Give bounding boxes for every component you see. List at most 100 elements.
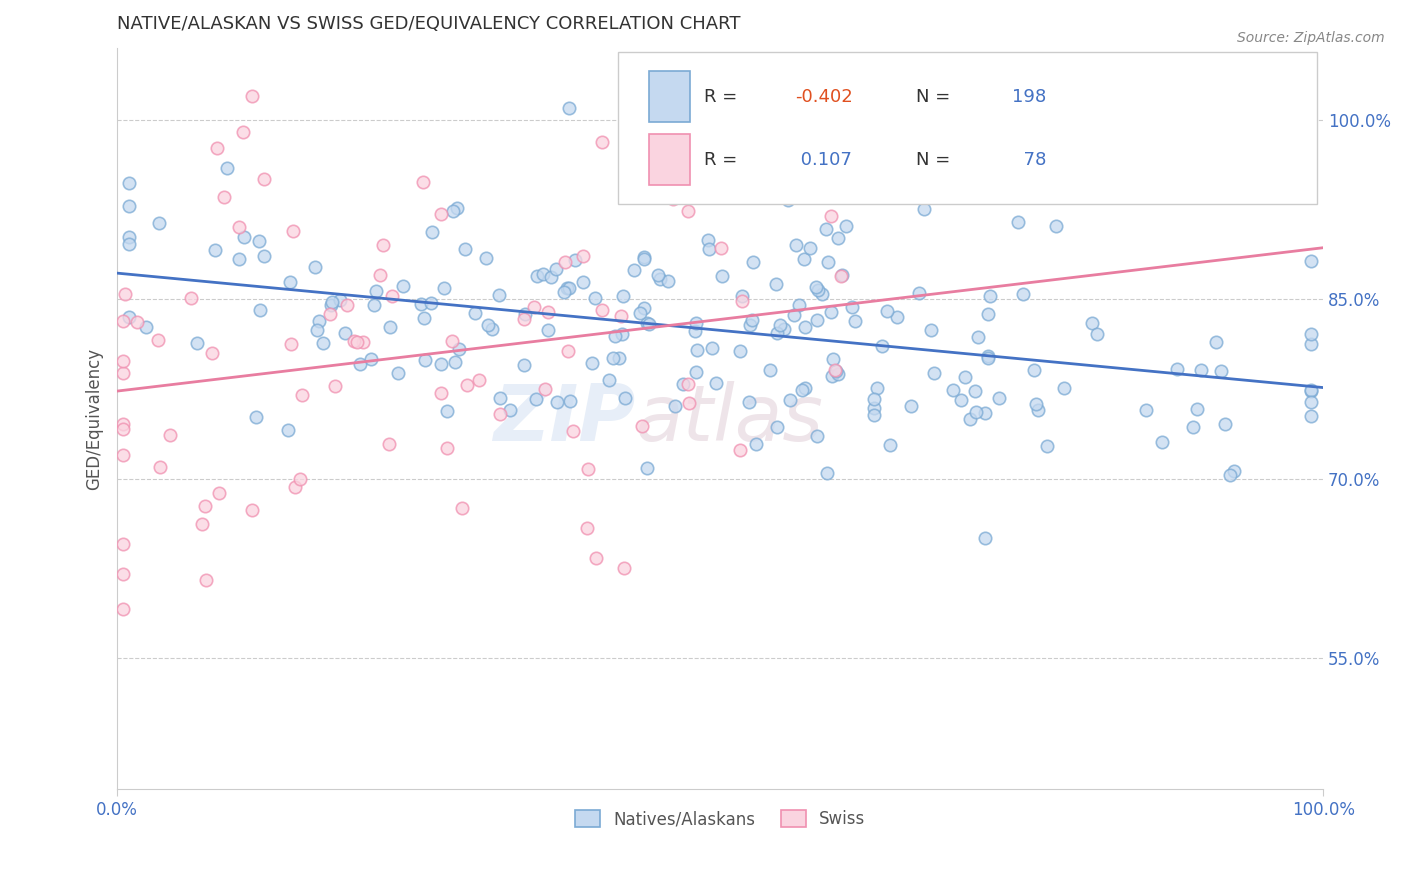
Point (475, 251, 498, 265)
Point (686, 343, 709, 357)
Point (787, 298, 810, 312)
Point (1223, 464, 1246, 478)
Point (806, 313, 828, 327)
Point (377, 437, 399, 451)
Point (793, 252, 815, 266)
Point (1026, 402, 1049, 417)
Point (974, 406, 997, 420)
Text: 78: 78 (1012, 151, 1046, 169)
Point (572, 275, 595, 289)
Point (612, 561, 634, 575)
Point (291, 388, 314, 402)
Point (1135, 402, 1157, 417)
Point (581, 355, 603, 369)
Point (572, 248, 595, 262)
Point (636, 461, 658, 475)
Point (526, 269, 548, 284)
Point (240, 89, 263, 103)
Point (118, 310, 141, 325)
Point (557, 101, 579, 115)
Point (806, 429, 828, 443)
Point (430, 357, 453, 371)
Point (125, 315, 148, 329)
Text: ZIP: ZIP (494, 381, 636, 457)
Point (977, 351, 1000, 366)
Point (1025, 397, 1047, 411)
Point (1205, 335, 1227, 350)
Point (841, 300, 863, 314)
Point (537, 304, 560, 318)
Point (1150, 434, 1173, 449)
Point (920, 323, 942, 337)
Point (741, 312, 763, 326)
Point (360, 352, 382, 367)
Point (773, 321, 796, 335)
Point (685, 316, 707, 330)
Point (1213, 417, 1236, 432)
Point (807, 284, 830, 298)
Point (371, 237, 394, 252)
Point (633, 252, 655, 267)
Point (676, 376, 699, 391)
Point (879, 438, 901, 452)
Point (368, 268, 391, 282)
Point (245, 409, 267, 424)
Point (321, 295, 343, 310)
Point (799, 241, 821, 255)
Point (738, 318, 761, 332)
Point (779, 393, 801, 408)
Point (778, 194, 800, 208)
Point (637, 318, 659, 332)
Point (118, 177, 141, 191)
Point (790, 383, 813, 397)
Point (118, 230, 141, 244)
Point (346, 334, 368, 349)
Point (488, 392, 510, 406)
Point (633, 251, 655, 265)
Point (1189, 363, 1212, 377)
Point (114, 287, 136, 301)
Point (304, 260, 326, 274)
Point (537, 323, 560, 337)
Point (440, 334, 463, 349)
Point (381, 289, 404, 303)
Point (186, 335, 208, 350)
Point (804, 280, 827, 294)
Point (409, 296, 432, 310)
Point (447, 342, 470, 356)
Point (866, 381, 889, 395)
Point (240, 503, 263, 517)
Point (204, 243, 226, 257)
Text: Source: ZipAtlas.com: Source: ZipAtlas.com (1237, 31, 1385, 45)
Point (825, 364, 848, 378)
Point (146, 334, 169, 348)
Point (513, 307, 536, 321)
Point (364, 284, 387, 298)
Text: N =: N = (915, 151, 956, 169)
Point (977, 307, 1000, 321)
Point (546, 261, 568, 276)
Point (112, 448, 135, 462)
Text: 198: 198 (1012, 87, 1046, 105)
Point (610, 326, 633, 341)
Point (249, 303, 271, 318)
Point (591, 302, 613, 317)
Point (824, 363, 846, 377)
Point (253, 249, 276, 263)
Point (783, 308, 806, 322)
Point (311, 335, 333, 350)
Point (319, 307, 342, 321)
Point (728, 344, 751, 359)
Point (343, 334, 366, 348)
Point (713, 187, 735, 202)
Point (710, 241, 733, 255)
Point (602, 351, 624, 365)
Point (585, 551, 607, 566)
Point (554, 255, 576, 269)
Point (349, 357, 371, 371)
Point (283, 224, 305, 238)
Point (963, 384, 986, 398)
Point (1187, 402, 1209, 417)
Point (912, 202, 935, 217)
Point (488, 288, 510, 302)
